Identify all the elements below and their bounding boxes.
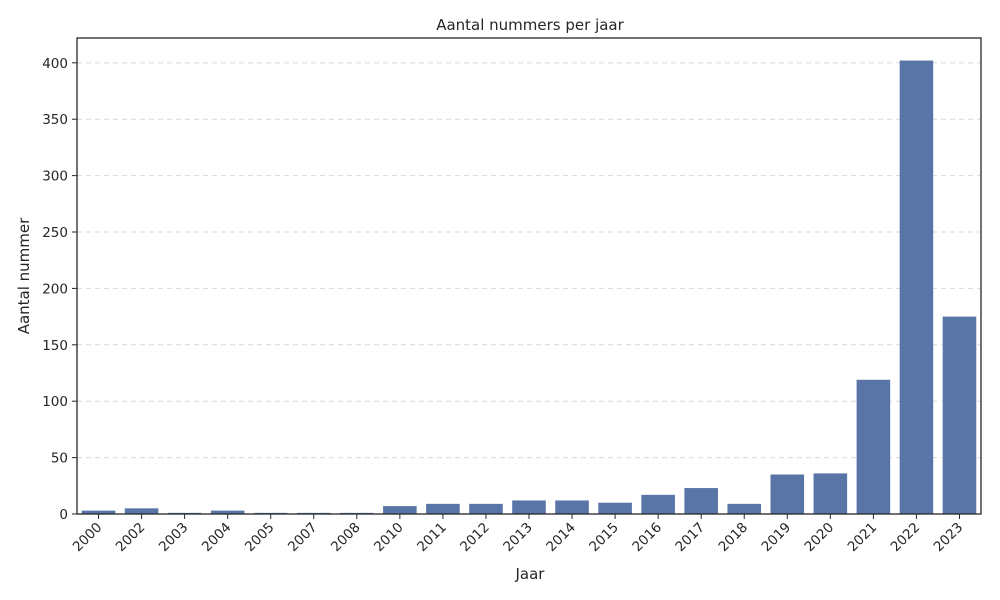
x-tick-label: 2002 xyxy=(113,520,149,556)
y-tick-label: 350 xyxy=(42,112,68,128)
bar xyxy=(641,494,675,514)
x-tick-label: 2020 xyxy=(802,520,838,556)
bar xyxy=(426,503,460,514)
bars xyxy=(81,60,977,515)
bar xyxy=(770,474,805,514)
x-tick-label: 2021 xyxy=(845,520,881,556)
y-tick-label: 100 xyxy=(42,394,68,410)
x-tick-label: 2013 xyxy=(500,520,536,556)
bar xyxy=(383,506,417,514)
bar xyxy=(899,60,934,515)
x-tick-label: 2015 xyxy=(586,520,622,556)
bar xyxy=(942,316,977,514)
x-axis-title: Jaar xyxy=(515,565,546,583)
bar xyxy=(598,502,632,514)
x-tick-label: 2003 xyxy=(156,520,192,556)
chart-title: Aantal nummers per jaar xyxy=(436,16,624,34)
x-tick-label: 2019 xyxy=(759,520,795,556)
x-tick-label: 2014 xyxy=(543,520,579,556)
bar xyxy=(813,473,848,514)
x-tick-labels: 2000 2002 2003 2004 2005 2007 2008 2010 2011 2012… xyxy=(70,520,967,556)
bar xyxy=(684,488,718,514)
axes xyxy=(72,37,982,519)
bar xyxy=(210,510,245,514)
y-tick-label: 200 xyxy=(42,281,68,297)
bar xyxy=(124,508,159,514)
bar xyxy=(512,500,546,514)
y-axis-title: Aantal nummer xyxy=(15,217,33,334)
grid-lines xyxy=(77,62,981,459)
bar xyxy=(469,503,503,514)
x-tick-label: 2005 xyxy=(242,520,278,556)
x-tick-label: 2023 xyxy=(931,520,967,556)
x-tick-label: 2017 xyxy=(672,520,708,556)
y-tick-labels: 0 50 100 150 200 250 300 350 400 xyxy=(42,56,68,523)
x-tick-label: 2022 xyxy=(888,520,924,556)
bar xyxy=(555,500,589,514)
y-tick-label: 0 xyxy=(59,507,68,523)
bar xyxy=(856,379,891,514)
x-tick-label: 2007 xyxy=(285,520,321,556)
plot-frame xyxy=(76,37,982,515)
x-tick-label: 2016 xyxy=(629,520,665,556)
bar xyxy=(727,503,762,514)
x-tick-label: 2000 xyxy=(70,520,106,556)
x-tick-label: 2018 xyxy=(715,520,751,556)
y-tick-label: 400 xyxy=(42,56,68,72)
x-tick-label: 2010 xyxy=(371,520,407,556)
y-tick-label: 150 xyxy=(42,338,68,354)
x-tick-label: 2012 xyxy=(457,520,493,556)
y-tick-label: 300 xyxy=(42,169,68,185)
y-tick-label: 250 xyxy=(42,225,68,241)
x-tick-label: 2008 xyxy=(328,520,364,556)
y-tick-label: 50 xyxy=(51,451,68,467)
bar xyxy=(81,510,116,514)
x-tick-label: 2004 xyxy=(199,520,235,556)
x-tick-label: 2011 xyxy=(414,520,450,556)
